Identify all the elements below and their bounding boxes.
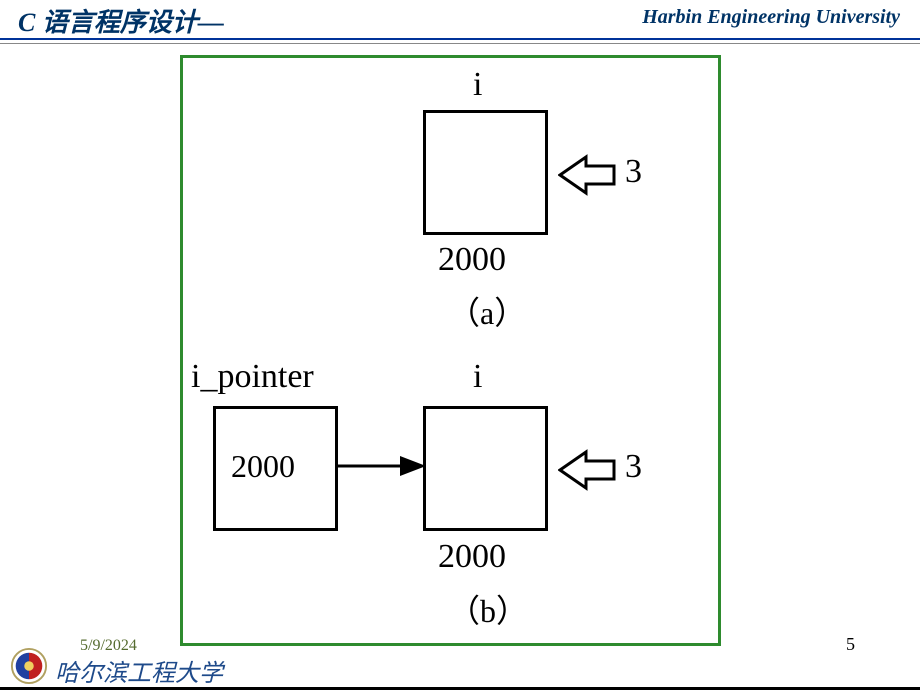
box-i-b [423, 406, 548, 531]
box-i-a [423, 110, 548, 235]
footer-university-script: 哈尔滨工程大学 [55, 653, 223, 688]
header-subline [0, 43, 920, 44]
university-name: Harbin Engineering University [642, 6, 900, 29]
address-b: 2000 [438, 538, 506, 576]
var-i-label-a: i [473, 66, 482, 104]
input-arrow-b [558, 448, 618, 492]
pointer-label-b: i_pointer [191, 358, 314, 396]
caption-a: （a） [448, 288, 526, 334]
slide-header: C 语言程序设计— Harbin Engineering University [0, 0, 920, 40]
course-title: C 语言程序设计— [18, 2, 224, 39]
input-value-a: 3 [625, 153, 642, 191]
caption-b: （b） [448, 586, 528, 632]
page-number: 5 [846, 634, 855, 655]
address-a: 2000 [438, 241, 506, 279]
input-arrow-a [558, 153, 618, 197]
diagram-frame: i 3 2000 （a） i_pointer i 2000 3 2000 （b） [180, 55, 721, 646]
university-logo-icon [10, 647, 48, 685]
pointer-arrow-b [338, 453, 428, 479]
input-value-b: 3 [625, 448, 642, 486]
pointer-value-b: 2000 [231, 448, 295, 485]
var-i-label-b: i [473, 358, 482, 396]
